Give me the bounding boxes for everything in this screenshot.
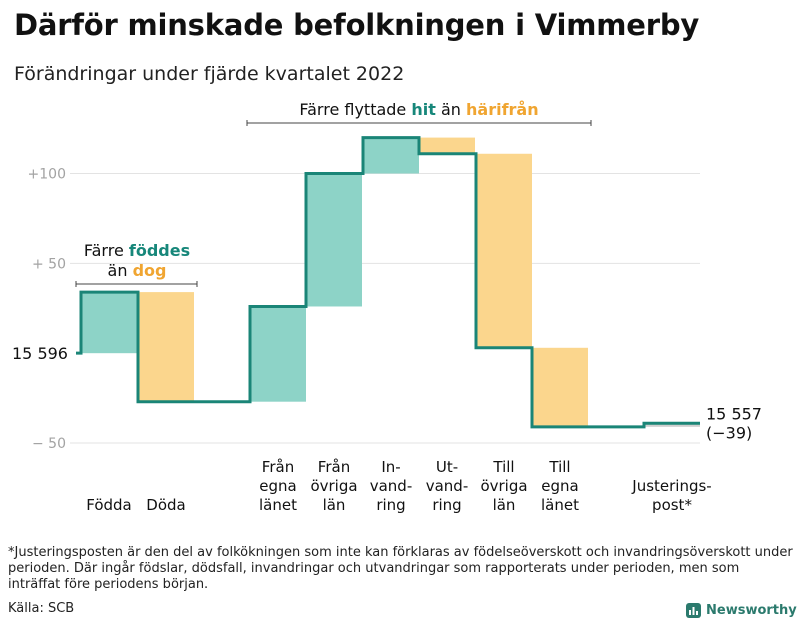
brand-name: Newsworthy bbox=[706, 603, 797, 618]
annotation-highlight: härifrån bbox=[466, 100, 539, 119]
category-label: Justerings- bbox=[631, 477, 711, 495]
category-label: ring bbox=[376, 496, 405, 514]
category-label: Döda bbox=[146, 496, 185, 514]
category-label: Från bbox=[318, 458, 350, 476]
annotation-fewer-born: Färre föddes bbox=[84, 241, 190, 260]
y-tick-label: +100 bbox=[28, 167, 66, 183]
category-label: övriga bbox=[480, 477, 527, 495]
category-label: Från bbox=[262, 458, 294, 476]
category-label: egna bbox=[259, 477, 296, 495]
category-label: län bbox=[323, 496, 346, 514]
chart-title: Därför minskade befolkningen i Vimmerby bbox=[14, 8, 700, 42]
chart-subtitle: Förändringar under fjärde kvartalet 2022 bbox=[14, 63, 405, 85]
waterfall-chart: +100 + 50 − 50 15 596 15 557(−39) Födda Döda F… bbox=[12, 100, 762, 514]
bar-2 bbox=[138, 292, 194, 402]
bar-3 bbox=[250, 306, 306, 402]
category-label: vand- bbox=[370, 477, 413, 495]
annotation-text: Färre flyttade bbox=[299, 100, 411, 119]
category-label: Födda bbox=[86, 496, 132, 514]
annotation-text: än bbox=[108, 261, 133, 280]
bar-7 bbox=[476, 153, 532, 348]
running-total-line bbox=[76, 136, 700, 429]
newsworthy-logo-icon bbox=[686, 603, 701, 618]
annotation-text: än bbox=[436, 100, 466, 119]
category-label: vand- bbox=[426, 477, 469, 495]
category-label: In- bbox=[381, 458, 400, 476]
category-label: egna bbox=[541, 477, 578, 495]
category-label: länet bbox=[541, 496, 579, 514]
bar-8 bbox=[532, 347, 588, 427]
category-label: ring bbox=[432, 496, 461, 514]
annotation-highlight: föddes bbox=[129, 241, 190, 260]
annotation-highlight: hit bbox=[411, 100, 436, 119]
start-value-label: 15 596 bbox=[12, 344, 68, 363]
category-label: post* bbox=[652, 496, 692, 514]
category-label: övriga bbox=[310, 477, 357, 495]
end-change-label: (−39) bbox=[706, 423, 752, 442]
source-label: Källa: SCB bbox=[8, 601, 75, 616]
annotation-fewer-moved: Färre flyttade hit än härifrån bbox=[299, 100, 538, 119]
annotation-highlight: dog bbox=[133, 261, 167, 280]
bar-1 bbox=[81, 292, 137, 354]
brand-logo: Newsworthy bbox=[686, 603, 797, 618]
bar-9 bbox=[644, 423, 700, 427]
bar-6 bbox=[419, 137, 475, 154]
category-label: länet bbox=[259, 496, 297, 514]
category-label: Till bbox=[492, 458, 514, 476]
category-label: län bbox=[493, 496, 516, 514]
category-label: Ut- bbox=[436, 458, 458, 476]
annotation-than-died: än dog bbox=[108, 261, 167, 280]
end-value-label: 15 557 bbox=[706, 404, 762, 423]
bar-4 bbox=[306, 173, 362, 307]
y-tick-label: + 50 bbox=[32, 256, 66, 272]
category-label: Till bbox=[548, 458, 570, 476]
running-total-path bbox=[76, 136, 700, 429]
annotation-text: Färre bbox=[84, 241, 129, 260]
footnote: *Justeringsposten är den del av folkökni… bbox=[8, 545, 793, 592]
bars bbox=[81, 137, 700, 427]
y-tick-label: − 50 bbox=[32, 436, 66, 452]
bar-5 bbox=[363, 137, 419, 174]
